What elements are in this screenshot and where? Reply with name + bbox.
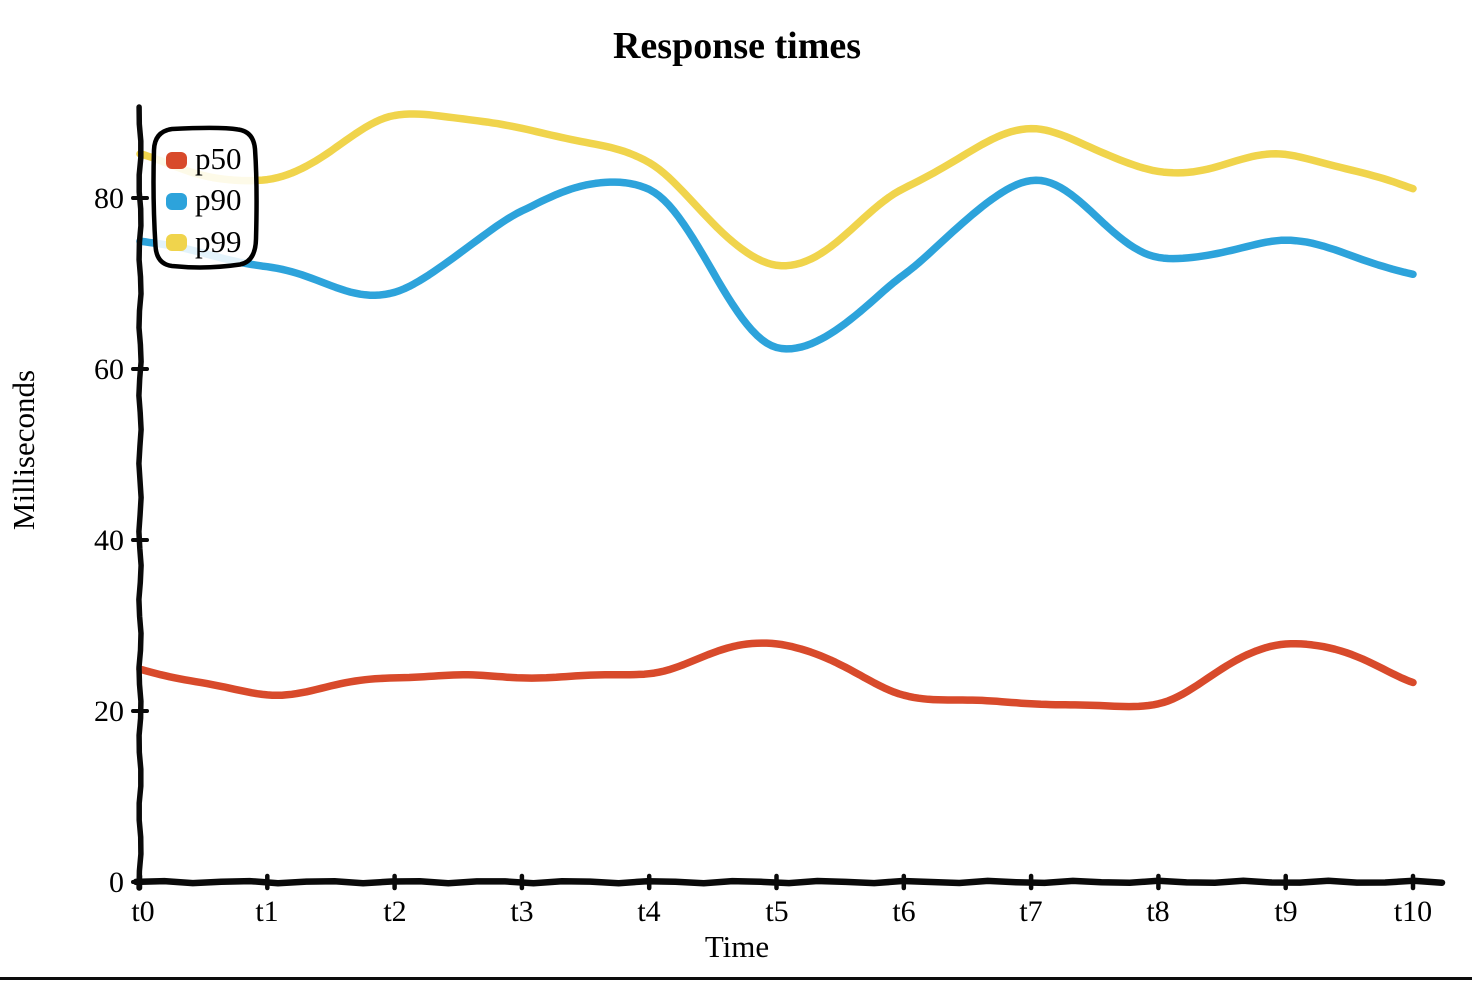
legend-item-p50: p50 xyxy=(166,141,242,176)
y-axis-title: Milliseconds xyxy=(6,370,41,530)
p90-line xyxy=(136,176,1417,353)
x-tick-t3: t3 xyxy=(510,895,533,928)
x-axis-line xyxy=(132,877,1446,887)
x-tick-t0: t0 xyxy=(131,895,154,928)
legend: p50 p90 p99 xyxy=(151,125,259,270)
x-axis-title: Time xyxy=(705,929,769,964)
series-layer xyxy=(136,110,1417,711)
x-tick-t6: t6 xyxy=(892,895,915,928)
bottom-separator-line xyxy=(0,977,1472,980)
x-tick-labels: t0 t1 t2 t3 t4 t5 t6 t7 t8 t9 t10 xyxy=(131,895,1432,928)
legend-item-p99: p99 xyxy=(166,224,242,259)
y-tick-20: 20 xyxy=(94,695,124,728)
legend-label-p50: p50 xyxy=(195,141,242,176)
y-tick-labels: 0 20 40 60 80 xyxy=(94,182,124,899)
x-tick-t2: t2 xyxy=(383,895,406,928)
chart-title: Response times xyxy=(613,25,861,67)
x-tick-t9: t9 xyxy=(1274,895,1297,928)
p99-line xyxy=(136,110,1417,270)
x-tick-t5: t5 xyxy=(765,895,788,928)
y-axis-line xyxy=(136,104,144,891)
y-tick-80: 80 xyxy=(94,182,124,215)
y-tick-60: 60 xyxy=(94,353,124,386)
legend-swatch-p99 xyxy=(166,234,187,251)
legend-item-p90: p90 xyxy=(166,182,242,217)
y-tick-0: 0 xyxy=(109,866,124,899)
x-tick-t10: t10 xyxy=(1394,895,1432,928)
legend-swatch-p90 xyxy=(166,193,187,210)
p50-line xyxy=(136,639,1417,711)
x-tick-t1: t1 xyxy=(255,895,278,928)
axes-layer xyxy=(131,104,1446,891)
legend-label-p99: p99 xyxy=(195,224,242,259)
y-tick-40: 40 xyxy=(94,524,124,557)
legend-swatch-p50 xyxy=(166,152,187,169)
legend-label-p90: p90 xyxy=(195,182,242,217)
x-tick-t7: t7 xyxy=(1019,895,1042,928)
x-tick-t8: t8 xyxy=(1146,895,1169,928)
x-tick-t4: t4 xyxy=(637,895,660,928)
